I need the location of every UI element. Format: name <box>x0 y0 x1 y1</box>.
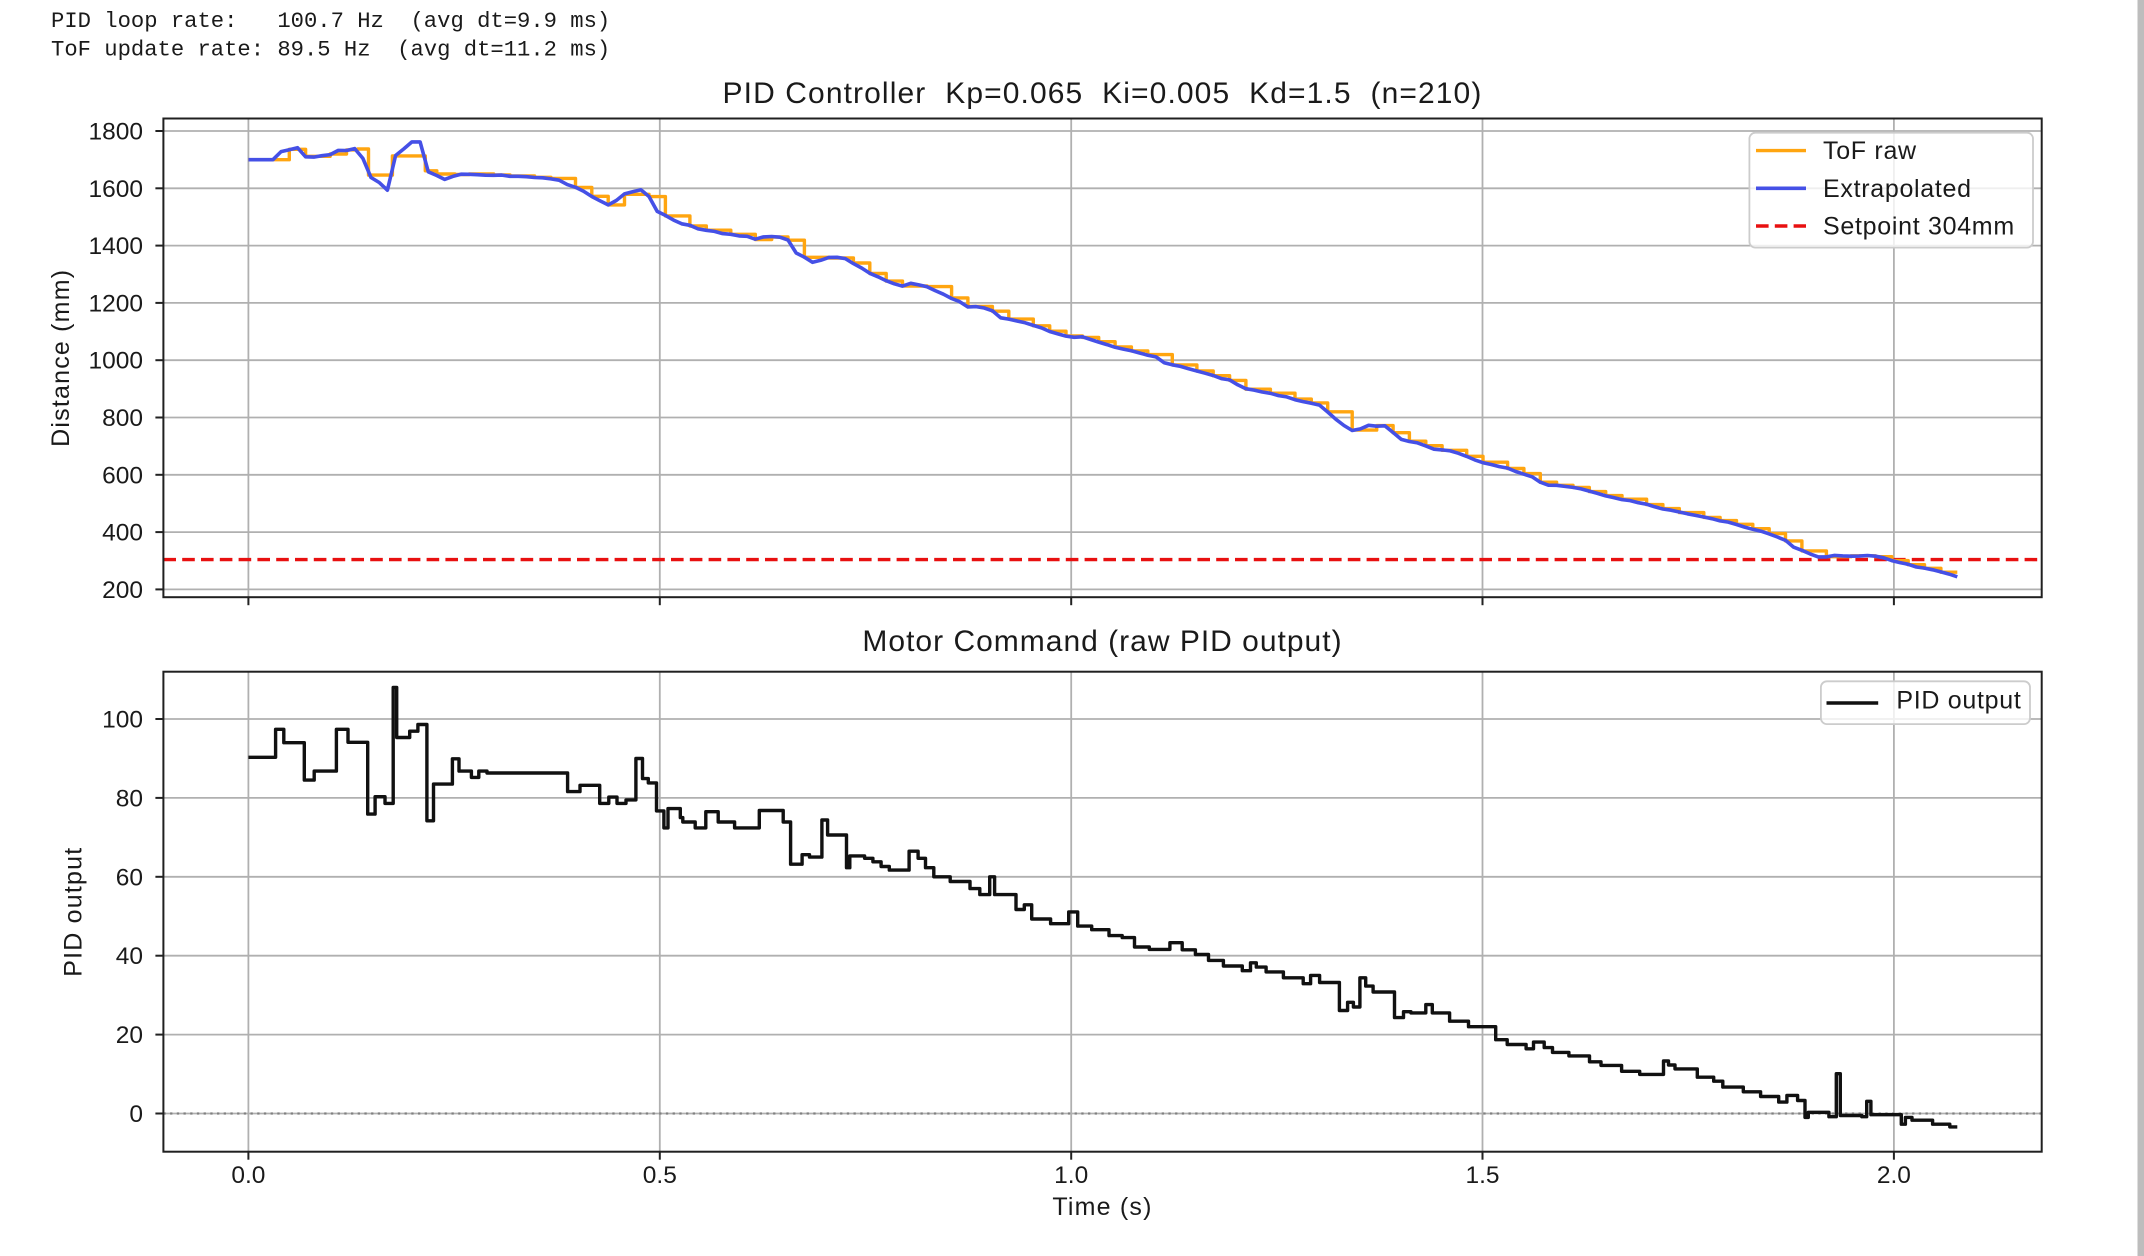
svg-text:200: 200 <box>102 577 143 604</box>
svg-text:1.5: 1.5 <box>1465 1162 1499 1189</box>
svg-text:800: 800 <box>102 405 143 432</box>
svg-text:1.0: 1.0 <box>1054 1162 1088 1189</box>
svg-text:400: 400 <box>102 520 143 547</box>
svg-text:Distance (mm): Distance (mm) <box>47 269 75 447</box>
svg-text:1200: 1200 <box>88 290 143 317</box>
svg-text:600: 600 <box>102 462 143 489</box>
svg-text:0: 0 <box>129 1101 143 1128</box>
svg-text:ToF update rate: 89.5 Hz (avg: ToF update rate: 89.5 Hz (avg dt=11.2 ms… <box>51 38 610 63</box>
svg-text:1400: 1400 <box>88 233 143 260</box>
svg-text:PID loop rate: 100.7 Hz (av: PID loop rate: 100.7 Hz (avg dt=9.9 ms) <box>51 9 610 34</box>
svg-text:PID Controller Kp=0.065 Ki=0: PID Controller Kp=0.065 Ki=0.005 Kd=1.5 … <box>723 77 1483 110</box>
svg-text:40: 40 <box>116 943 143 970</box>
svg-text:80: 80 <box>116 785 143 812</box>
svg-text:20: 20 <box>116 1022 143 1049</box>
svg-text:ToF raw: ToF raw <box>1823 137 1917 165</box>
svg-text:1600: 1600 <box>88 176 143 203</box>
svg-text:100: 100 <box>102 707 143 734</box>
svg-text:Setpoint 304mm: Setpoint 304mm <box>1823 213 2015 241</box>
svg-text:1000: 1000 <box>88 348 143 375</box>
svg-text:60: 60 <box>116 864 143 891</box>
svg-text:2.0: 2.0 <box>1877 1162 1911 1189</box>
svg-text:0.5: 0.5 <box>643 1162 677 1189</box>
svg-text:Motor Command (raw PID output): Motor Command (raw PID output) <box>862 625 1342 658</box>
svg-text:0.0: 0.0 <box>231 1162 265 1189</box>
svg-text:Time (s): Time (s) <box>1052 1193 1152 1221</box>
svg-text:PID output: PID output <box>60 847 88 977</box>
svg-text:1800: 1800 <box>88 119 143 146</box>
svg-text:PID output: PID output <box>1896 687 2021 715</box>
svg-text:Extrapolated: Extrapolated <box>1823 175 1972 203</box>
